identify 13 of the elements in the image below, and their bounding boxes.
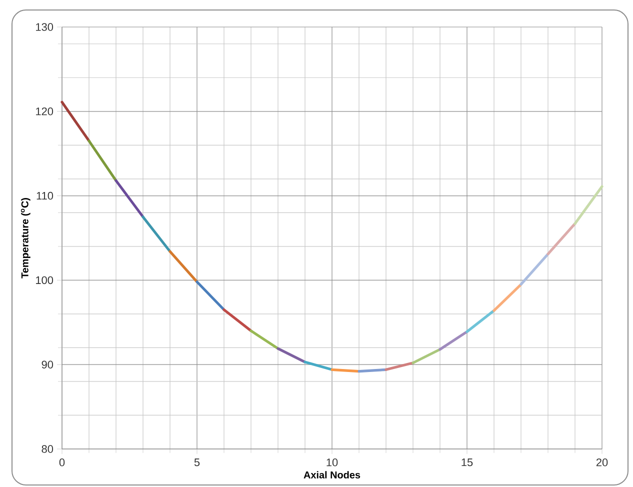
y-tick-label: 110 — [36, 192, 54, 200]
y-tick-label: 120 — [36, 108, 54, 116]
y-tick-label: 100 — [36, 276, 54, 284]
x-tick-label: 5 — [194, 458, 200, 466]
y-tick-label: 80 — [42, 445, 54, 453]
y-tick-label: 130 — [36, 23, 54, 31]
x-tick-label: 15 — [462, 458, 473, 466]
x-tick-label: 10 — [326, 458, 338, 466]
x-axis-title: Axial Nodes — [304, 471, 360, 478]
y-axis-title: Temperature ($^{o}$C) — [20, 198, 30, 278]
x-tick-label: 0 — [59, 458, 65, 466]
x-tick-label: 20 — [596, 458, 608, 466]
y-tick-label: 90 — [42, 360, 54, 368]
